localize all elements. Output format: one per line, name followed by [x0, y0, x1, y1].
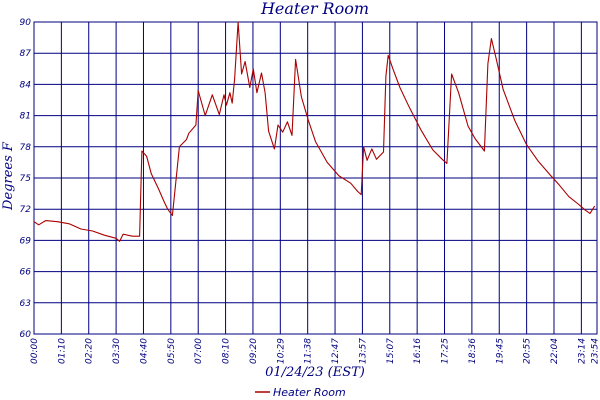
x-tick-label: 09:20 [249, 338, 259, 364]
x-tick-label: 04:40 [139, 338, 149, 364]
y-axis-label: Degrees F [1, 141, 16, 211]
series-line-heater-room [33, 21, 596, 242]
x-tick-label: 02:20 [85, 338, 95, 364]
grid-lines [34, 21, 597, 335]
x-tick-label: 16:16 [413, 338, 423, 364]
y-tick-label: 63 [20, 299, 32, 309]
y-tick-label: 78 [20, 143, 32, 153]
x-tick-label: 17:25 [441, 338, 451, 364]
y-tick-label: 60 [20, 330, 32, 340]
x-tick-label: 08:10 [222, 338, 232, 364]
x-tick-label: 01:10 [57, 338, 67, 364]
plot-area [33, 21, 598, 335]
y-tick-label: 75 [20, 174, 32, 184]
x-tick-label: 18:36 [468, 338, 478, 364]
legend: Heater Room [255, 386, 346, 399]
x-tick-label: 23:54 [591, 338, 600, 364]
x-tick-label: 03:30 [112, 338, 122, 364]
x-tick-label: 20:55 [523, 338, 533, 364]
y-tick-label: 84 [20, 80, 32, 90]
chart-title: Heater Room [260, 0, 369, 18]
y-axis-ticks: 60 63 66 69 72 75 78 81 84 87 90 [20, 18, 32, 340]
x-tick-label: 05:50 [167, 338, 177, 364]
y-tick-label: 90 [20, 18, 32, 28]
y-tick-label: 69 [20, 236, 32, 246]
x-axis-ticks: 00:00 01:10 02:20 03:30 04:40 05:50 07:00 08:10… [30, 338, 600, 364]
y-tick-label: 81 [20, 112, 31, 122]
y-tick-label: 66 [20, 268, 32, 278]
x-tick-label: 23:14 [577, 338, 587, 364]
x-tick-label: 00:00 [30, 338, 40, 364]
x-tick-label: 11:38 [304, 338, 314, 364]
x-tick-label: 22:04 [550, 338, 560, 364]
x-tick-label: 12:47 [331, 338, 341, 364]
y-tick-label: 87 [20, 49, 32, 59]
x-tick-label: 19:45 [495, 338, 505, 364]
x-axis-label: 01/24/23 (EST) [265, 365, 365, 380]
legend-label: Heater Room [273, 386, 346, 399]
y-tick-label: 72 [20, 205, 32, 215]
x-tick-label: 10:29 [276, 338, 286, 364]
x-tick-label: 15:07 [386, 338, 396, 364]
x-tick-label: 07:00 [194, 338, 204, 364]
x-tick-label: 13:57 [358, 338, 368, 364]
